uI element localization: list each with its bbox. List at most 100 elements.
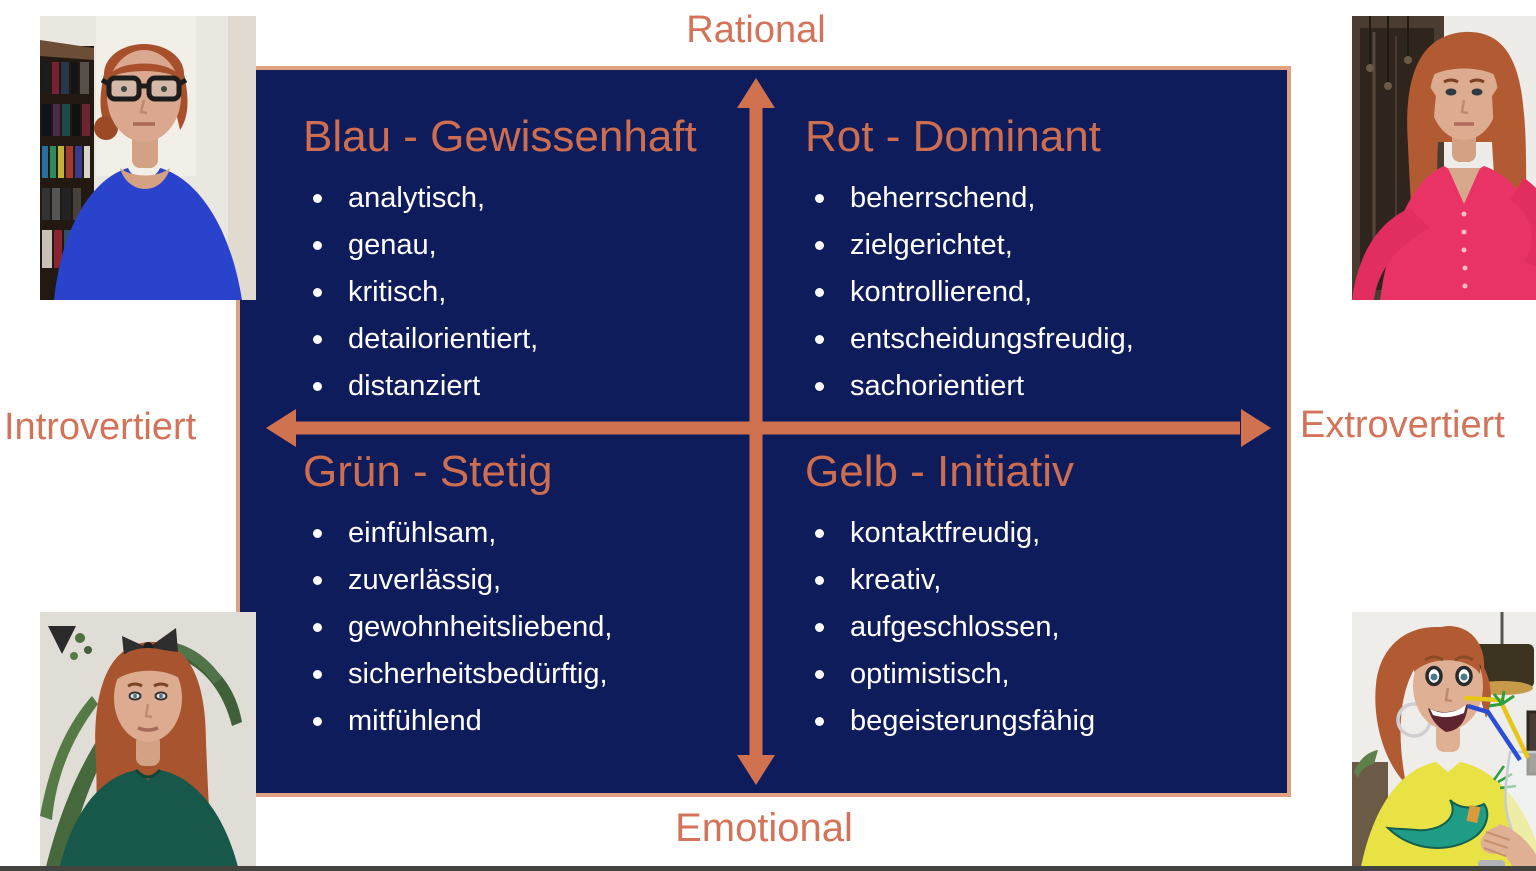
neck xyxy=(136,734,160,766)
trait-text: genau, xyxy=(348,228,437,261)
bullet-icon xyxy=(815,381,824,391)
trait-list: analytisch, genau, kritisch, detailorien… xyxy=(313,175,773,410)
trait-text: zielgerichtet, xyxy=(850,228,1013,261)
trait-text: optimistisch, xyxy=(850,657,1010,690)
trait-text: detailorientiert, xyxy=(348,322,539,355)
trait-item: zuverlässig, xyxy=(313,557,773,604)
bullet-icon xyxy=(313,381,322,391)
trait-item: genau, xyxy=(313,222,773,269)
quadrant-title: Gelb - Initiativ xyxy=(805,447,1074,496)
bullet-icon xyxy=(313,575,322,585)
arrow-left-icon xyxy=(266,409,296,447)
trait-item: sicherheitsbedürftig, xyxy=(313,651,773,698)
axis-label-emotional: Emotional xyxy=(675,806,853,850)
horizontal-axis-arrow xyxy=(266,409,1271,447)
photo-woman-pink-cardigan xyxy=(1352,16,1536,300)
bullet-icon xyxy=(815,240,824,250)
trait-text: mitfühlend xyxy=(348,704,482,737)
trait-item: optimistisch, xyxy=(815,651,1275,698)
trait-item: kontrollierend, xyxy=(815,269,1275,316)
bullet-icon xyxy=(815,716,824,726)
woman-yellow xyxy=(1360,626,1536,871)
trait-item: distanziert xyxy=(313,363,773,410)
photo-green-introvert-emotional xyxy=(40,612,256,871)
trait-text: analytisch, xyxy=(348,181,486,214)
trait-item: sachorientiert xyxy=(815,363,1275,410)
quadrant-gelb-initiativ: Gelb - Initiativ kontaktfreudig, kreativ… xyxy=(805,447,1275,745)
trait-item: beherrschend, xyxy=(815,175,1275,222)
trait-text: sachorientiert xyxy=(850,369,1025,402)
arrow-up-icon xyxy=(737,78,775,108)
trait-text: distanziert xyxy=(348,369,481,402)
trait-item: aufgeschlossen, xyxy=(815,604,1275,651)
trait-text: kontrollierend, xyxy=(850,275,1033,308)
aloe-plant xyxy=(1354,750,1378,778)
axis-label-extrovertiert: Extrovertiert xyxy=(1300,404,1505,446)
quadrant-box xyxy=(236,66,1291,797)
photo-woman-yellow-shirt xyxy=(1352,612,1536,871)
blue-tshirt xyxy=(54,168,242,300)
quadrant-gruen-stetig: Grün - Stetig einfühlsam, zuverlässig, g… xyxy=(303,447,773,745)
trait-item: analytisch, xyxy=(313,175,773,222)
photo-blue-introvert-rational xyxy=(40,16,256,300)
pink-cardigan xyxy=(1380,166,1536,300)
bullet-icon xyxy=(815,528,824,538)
photo-red-extrovert-rational xyxy=(1352,16,1536,300)
green-top xyxy=(58,770,240,871)
trait-list: einfühlsam, zuverlässig, gewohnheitslieb… xyxy=(313,510,773,745)
photo-yellow-extrovert-emotional xyxy=(1352,612,1536,871)
slide-bottom-edge xyxy=(0,866,1536,871)
trait-item: begeisterungsfähig xyxy=(815,698,1275,745)
trait-text: kritisch, xyxy=(348,275,447,308)
photo-woman-green-top xyxy=(40,612,256,871)
trait-item: einfühlsam, xyxy=(313,510,773,557)
trait-item: kreativ, xyxy=(815,557,1275,604)
left-arm xyxy=(1352,208,1430,300)
trait-text: aufgeschlossen, xyxy=(850,610,1060,643)
quadrant-title: Blau - Gewissenhaft xyxy=(303,112,697,161)
mouth-calm xyxy=(137,726,159,732)
bullet-icon xyxy=(313,716,322,726)
buttons xyxy=(1461,211,1468,289)
trait-item: detailorientiert, xyxy=(313,316,773,363)
right-arm-on-hip xyxy=(1510,178,1536,267)
bullet-icon xyxy=(313,622,322,632)
shadow-box-frame xyxy=(1526,710,1536,776)
woman-pink xyxy=(1352,31,1536,300)
arrow-right-icon xyxy=(1241,409,1271,447)
face xyxy=(1430,52,1498,140)
bullet-icon xyxy=(313,528,322,538)
trait-item: mitfühlend xyxy=(313,698,773,745)
quadrant-rot-dominant: Rot - Dominant beherrschend, zielgericht… xyxy=(805,112,1275,410)
trait-text: beherrschend, xyxy=(850,181,1036,214)
trait-text: gewohnheitsliebend, xyxy=(348,610,613,643)
woman-green xyxy=(58,628,240,871)
trait-text: kreativ, xyxy=(850,563,942,596)
crazy-straws xyxy=(1463,690,1531,762)
axis-label-rational: Rational xyxy=(686,9,826,51)
face xyxy=(107,50,181,142)
trait-item: zielgerichtet, xyxy=(815,222,1275,269)
trait-text: entscheidungsfreudig, xyxy=(850,322,1134,355)
axes-arrows xyxy=(266,78,1271,785)
bullet-icon xyxy=(313,193,322,203)
trait-text: begeisterungsfähig xyxy=(850,704,1096,737)
bullet-icon xyxy=(815,334,824,344)
quadrant-title: Grün - Stetig xyxy=(303,447,553,496)
trait-text: einfühlsam, xyxy=(348,516,497,549)
neckline xyxy=(1448,168,1480,204)
bullet-icon xyxy=(815,669,824,679)
axis-label-introvertiert: Introvertiert xyxy=(4,406,197,448)
bullet-icon xyxy=(313,287,322,297)
bullet-icon xyxy=(313,334,322,344)
bullet-icon xyxy=(815,575,824,585)
trait-text: sicherheitsbedürftig, xyxy=(348,657,608,690)
trait-list: beherrschend, zielgerichtet, kontrollier… xyxy=(815,175,1275,410)
trait-item: kritisch, xyxy=(313,269,773,316)
woman-blue xyxy=(54,44,242,300)
face xyxy=(114,654,182,742)
trait-text: kontaktfreudig, xyxy=(850,516,1041,549)
ponytail xyxy=(1375,627,1454,784)
bullet-icon xyxy=(313,669,322,679)
